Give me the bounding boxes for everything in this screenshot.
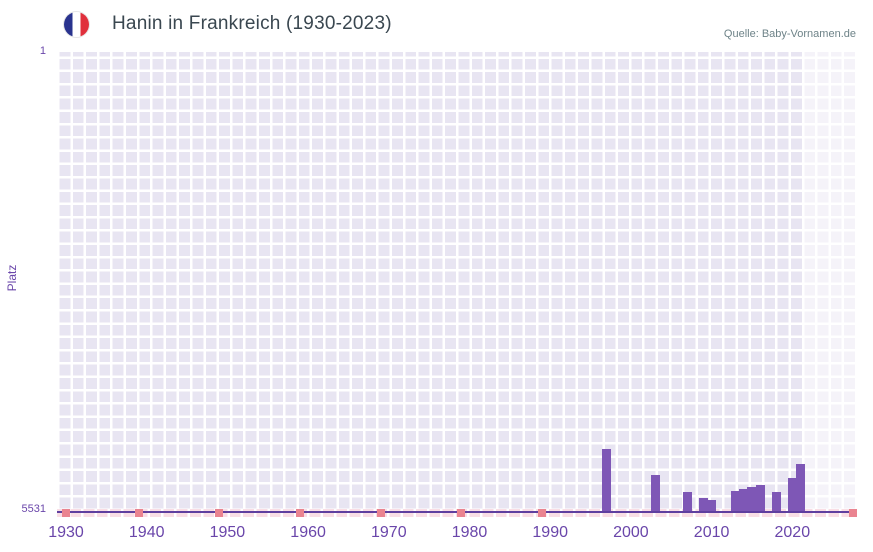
rank-bar-2018[interactable]	[771, 492, 781, 511]
no-rank-strip	[57, 509, 856, 517]
y-tick-bottom: 5531	[21, 503, 46, 515]
source-attribution: Quelle: Baby-Vornamen.de	[723, 28, 856, 40]
recent-years-band	[803, 52, 856, 511]
x-tick-1990: 1990	[532, 524, 568, 541]
no-rank-marker-1949	[215, 509, 224, 517]
rank-bar-2007[interactable]	[682, 492, 692, 511]
no-rank-marker-1959	[296, 509, 305, 517]
y-axis-label: Platz	[5, 264, 19, 292]
rank-bar-2016[interactable]	[755, 485, 765, 511]
no-rank-marker-1939	[134, 509, 143, 517]
rank-bar-2021[interactable]	[795, 464, 805, 511]
x-tick-1940: 1940	[128, 524, 165, 541]
x-tick-1950: 1950	[209, 524, 246, 541]
rank-bar-2009[interactable]	[699, 498, 709, 511]
y-tick-top: 1	[39, 45, 46, 57]
x-tick-1980: 1980	[451, 524, 488, 541]
rank-bar-2003[interactable]	[650, 475, 660, 511]
no-rank-marker-1969	[376, 509, 385, 517]
x-tick-1930: 1930	[48, 524, 84, 541]
rank-bar-2015[interactable]	[747, 487, 757, 511]
x-tick-2020: 2020	[774, 524, 811, 541]
rank-bar-2014[interactable]	[739, 489, 749, 511]
x-tick-1970: 1970	[371, 524, 407, 541]
axis-end-marker	[849, 509, 857, 517]
plot-area	[57, 52, 857, 517]
france-flag-icon	[64, 12, 89, 37]
x-tick-2010: 2010	[693, 524, 730, 541]
no-rank-marker-1989	[538, 509, 547, 517]
rank-bar-2020[interactable]	[787, 478, 797, 511]
rank-bar-2013[interactable]	[731, 491, 741, 511]
no-rank-marker-1979	[457, 509, 466, 517]
x-axis-ticks: 1930 1940 1950 1960 1970 1980 1990 2000 2010 2020	[48, 524, 856, 546]
rank-bar-2010[interactable]	[707, 500, 717, 511]
rank-bar-1997[interactable]	[602, 449, 612, 511]
chart-title: Hanin in Frankreich (1930-2023)	[112, 13, 392, 34]
x-tick-2000: 2000	[613, 524, 649, 541]
no-rank-marker-1930	[62, 509, 70, 517]
x-axis-line	[57, 511, 856, 513]
x-tick-1960: 1960	[290, 524, 326, 541]
